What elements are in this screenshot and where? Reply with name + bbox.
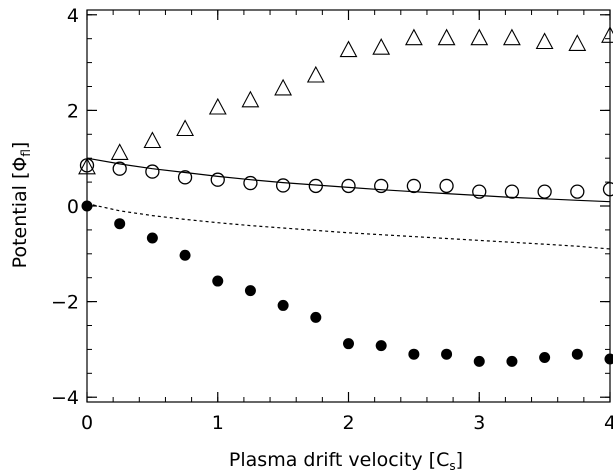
filled-circle-point	[114, 218, 126, 230]
x-tick-label: 4	[604, 412, 613, 434]
y-tick-label: 0	[67, 196, 79, 218]
triangle-point	[143, 131, 162, 149]
x-tick-label: 1	[212, 412, 224, 434]
triangle-point	[502, 28, 521, 46]
x-axis-title: Plasma drift velocity [Cs]	[229, 449, 463, 473]
fit-curve-dashed	[87, 203, 610, 250]
series-open-circle	[79, 158, 613, 199]
triangle-point	[274, 78, 293, 96]
x-tick-label: 3	[473, 412, 485, 434]
filled-circle-point	[604, 353, 613, 365]
y-axis-title-main: Potential [Φ	[9, 157, 31, 269]
filled-circle-point	[146, 232, 158, 244]
triangle-point	[372, 38, 391, 55]
series-dashed-line	[87, 203, 610, 250]
y-axis-title: Potential [Φfl]	[9, 142, 33, 269]
filled-circle-point	[473, 355, 485, 367]
series-filled-circle	[81, 200, 613, 367]
open-circle-point	[210, 172, 225, 187]
filled-circle-point	[212, 275, 224, 287]
x-tick-labels: 0 1 2 3 4	[81, 412, 613, 434]
filled-circle-point	[375, 340, 387, 352]
filled-circle-point	[343, 338, 354, 350]
series-triangle	[78, 26, 613, 175]
open-circle-point	[341, 178, 356, 194]
open-circle-point	[537, 184, 552, 199]
y-tick-label: 2	[67, 100, 79, 122]
plot-frame	[86, 9, 611, 403]
triangle-point	[176, 119, 195, 137]
triangle-point	[568, 34, 587, 51]
filled-circle-point	[277, 299, 289, 311]
open-circle-point	[243, 175, 258, 191]
x-axis-title-main: Plasma drift velocity [C	[229, 449, 449, 471]
open-circle-point	[406, 178, 422, 194]
open-circle-point	[177, 170, 193, 185]
open-circle-point	[112, 161, 127, 176]
filled-circle-point	[179, 249, 191, 261]
triangle-point	[306, 65, 325, 83]
y-tick-label: −2	[51, 292, 79, 314]
fit-curve-solid	[87, 157, 610, 203]
triangle-point	[339, 40, 358, 58]
filled-circle-point	[408, 348, 420, 360]
triangle-point	[404, 28, 423, 46]
filled-circle-point	[441, 348, 453, 360]
series-layer	[78, 26, 613, 367]
triangle-point	[241, 90, 260, 108]
open-circle-point	[472, 184, 487, 199]
y-axis-title-end: ]	[9, 142, 31, 149]
y-tick-labels: −4 −2 0 2 4	[51, 5, 79, 409]
triangle-point	[601, 26, 613, 43]
filled-circle-point	[244, 285, 256, 297]
series-solid-line	[87, 157, 610, 203]
triangle-point	[470, 28, 489, 46]
y-tick-label: 4	[67, 5, 79, 27]
triangle-point	[110, 143, 129, 160]
triangle-point	[437, 28, 456, 46]
y-tick-label: −4	[51, 387, 79, 409]
triangle-point	[208, 97, 227, 115]
x-tick-label: 2	[342, 412, 354, 434]
open-circle-point	[570, 184, 585, 199]
open-circle-point	[145, 164, 160, 179]
open-circle-point	[504, 184, 520, 199]
triangle-point	[535, 32, 554, 50]
x-axis-title-end: ]	[456, 449, 463, 471]
filled-circle-point	[310, 311, 322, 323]
filled-circle-point	[506, 355, 518, 367]
open-circle-point	[602, 182, 613, 197]
y-axis-title-subscript: fl	[19, 149, 33, 157]
x-tick-label: 0	[81, 412, 93, 434]
filled-circle-point	[571, 348, 583, 360]
open-circle-point	[275, 178, 291, 193]
filled-circle-point	[539, 352, 551, 364]
x-axis-title-subscript: s	[449, 459, 455, 473]
open-circle-point	[439, 178, 454, 194]
open-circle-point	[374, 178, 389, 194]
